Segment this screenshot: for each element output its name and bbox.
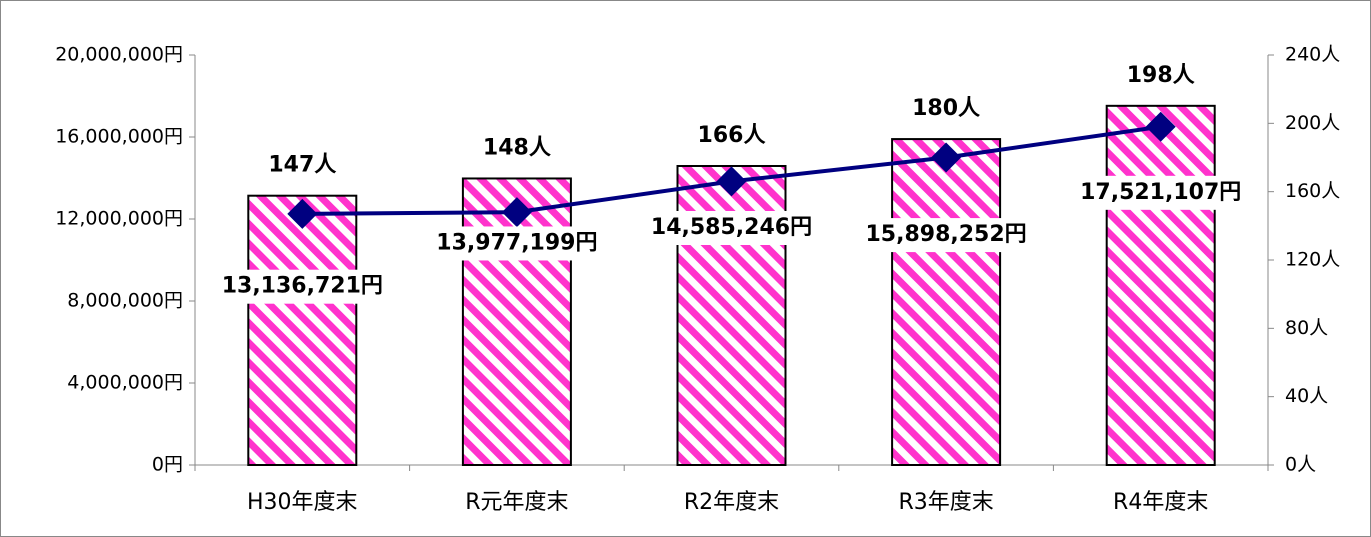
y-tick-label: 16,000,000円 [55,126,183,148]
bar [1105,104,1216,467]
y2-tick-label: 160人 [1285,180,1340,202]
bar-value-label: 13,977,199円 [436,230,597,255]
x-tick-label: H30年度末 [247,490,358,515]
x-tick-label: R2年度末 [684,490,779,515]
data-label-bg [214,269,391,304]
line-value-label: 198人 [1127,63,1195,88]
x-tick-label: R元年度末 [465,490,568,515]
y-tick-label: 0円 [152,454,183,476]
y2-tick-label: 240人 [1285,44,1340,66]
line-value-label: 166人 [698,123,766,148]
bar [247,194,358,467]
marker [501,197,532,228]
data-label-bg [858,218,1035,253]
data-label-bg [1072,175,1249,210]
marker [931,142,962,173]
y-tick-label: 4,000,000円 [67,372,183,394]
bar-value-label: 17,521,107円 [1080,180,1241,205]
data-label-bg [428,226,605,261]
line-value-label: 148人 [483,135,551,160]
y2-tick-label: 200人 [1285,112,1340,134]
y2-tick-label: 40人 [1285,385,1328,407]
bar [891,138,1002,466]
x-tick-label: R3年度末 [898,490,993,515]
y-tick-label: 12,000,000円 [55,208,183,230]
y2-tick-label: 120人 [1285,249,1340,271]
x-tick-label: R4年度末 [1113,490,1208,515]
bar-value-label: 15,898,252円 [866,222,1027,247]
marker [716,166,747,197]
y-tick-label: 20,000,000円 [55,44,183,66]
line-value-label: 147人 [268,153,336,178]
bar-value-label: 14,585,246円 [651,215,812,240]
marker [287,198,318,229]
y-tick-label: 8,000,000円 [67,290,183,312]
bar [676,165,787,466]
line-value-label: 180人 [912,96,980,121]
bar-value-label: 13,136,721円 [222,274,383,299]
y2-tick-label: 0人 [1285,454,1316,476]
data-label-bg [643,211,820,246]
marker [1145,111,1176,142]
y2-tick-label: 80人 [1285,317,1328,339]
